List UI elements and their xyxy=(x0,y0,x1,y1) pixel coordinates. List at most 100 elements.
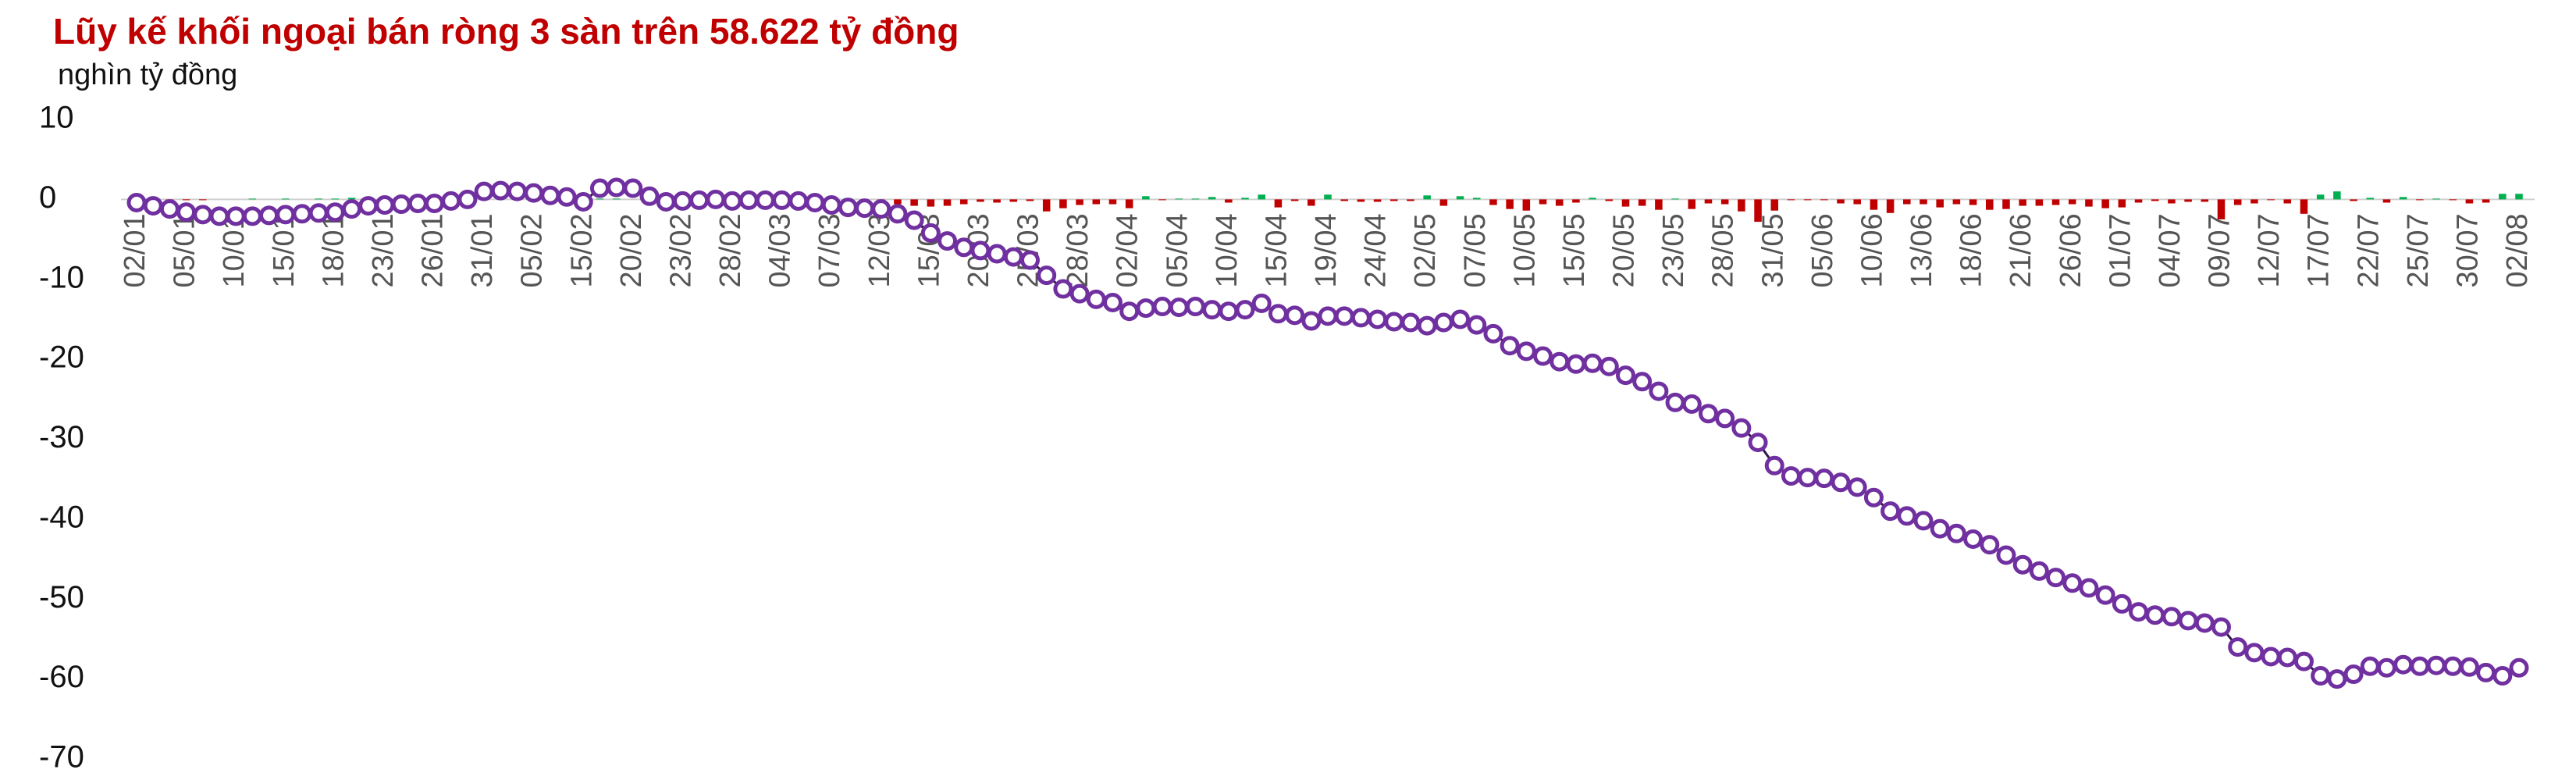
bar xyxy=(2035,199,2044,206)
bar xyxy=(1407,199,1414,201)
bar xyxy=(1208,197,1216,200)
marker xyxy=(1102,292,1123,312)
marker xyxy=(1301,311,1322,331)
marker xyxy=(2393,654,2414,675)
marker xyxy=(573,191,593,212)
marker xyxy=(2112,593,2132,614)
marker xyxy=(1467,315,1487,335)
x-tick-label: 02/05 xyxy=(1409,213,1442,287)
bar xyxy=(2051,199,2060,205)
bar xyxy=(894,199,902,205)
bar xyxy=(2168,199,2176,204)
marker xyxy=(391,194,411,215)
bar xyxy=(2201,199,2209,202)
marker xyxy=(2277,647,2297,668)
x-tick-label: 12/03 xyxy=(863,213,896,287)
marker xyxy=(1748,433,1768,453)
x-tick-label: 28/02 xyxy=(714,213,747,287)
x-tick-label: 28/03 xyxy=(1062,213,1094,287)
marker xyxy=(1550,351,1570,372)
y-tick-label: 10 xyxy=(39,101,74,135)
marker xyxy=(457,189,478,209)
bar xyxy=(1903,199,1911,205)
marker xyxy=(1334,306,1354,326)
x-tick-label: 07/03 xyxy=(813,213,846,287)
marker xyxy=(441,191,461,211)
y-tick-label: -30 xyxy=(39,420,84,454)
marker xyxy=(126,192,147,212)
marker xyxy=(1185,297,1205,317)
bar xyxy=(331,198,340,200)
marker xyxy=(1202,300,1222,320)
bar xyxy=(315,198,322,200)
x-tick-label: 02/01 xyxy=(119,213,151,287)
bar xyxy=(1655,199,1663,210)
marker xyxy=(1350,308,1371,328)
x-tick-label: 15/02 xyxy=(565,213,598,287)
bar xyxy=(2300,199,2308,214)
bar xyxy=(1936,199,1944,208)
x-tick-label: 23/01 xyxy=(367,213,400,287)
bar xyxy=(1142,196,1150,200)
bar xyxy=(347,198,356,200)
marker xyxy=(1897,506,1917,526)
marker xyxy=(1251,293,1272,313)
marker xyxy=(607,177,627,198)
bar xyxy=(910,199,918,206)
marker xyxy=(1500,336,1520,356)
marker xyxy=(1980,535,2000,555)
marker xyxy=(1814,468,1834,489)
marker xyxy=(1731,418,1752,438)
x-tick-label: 22/07 xyxy=(2352,213,2385,287)
y-tick-label: -40 xyxy=(39,500,84,534)
y-tick-label: -10 xyxy=(39,260,84,294)
marker xyxy=(755,190,775,210)
marker xyxy=(1847,477,1867,497)
bar xyxy=(1472,198,1481,200)
bar xyxy=(1241,198,1249,200)
y-tick-label: -50 xyxy=(39,580,84,614)
x-tick-label: 05/01 xyxy=(169,213,201,287)
marker xyxy=(193,205,213,225)
x-tick-label: 04/03 xyxy=(764,213,797,287)
marker xyxy=(1219,301,1239,322)
bar xyxy=(1340,199,1348,201)
bar xyxy=(2432,198,2440,200)
bar xyxy=(1076,199,1083,205)
bar xyxy=(1688,199,1696,209)
marker xyxy=(838,198,858,218)
marker xyxy=(2079,578,2099,598)
bar xyxy=(182,199,190,201)
marker xyxy=(689,190,710,210)
marker xyxy=(1169,297,1189,318)
marker xyxy=(1880,501,1901,522)
x-tick-label: 18/06 xyxy=(1955,213,1988,287)
bar xyxy=(1390,199,1398,201)
marker xyxy=(2145,605,2165,625)
marker xyxy=(772,190,792,210)
bar xyxy=(1108,199,1117,205)
marker xyxy=(2178,611,2198,631)
bar xyxy=(1720,199,1729,205)
marker xyxy=(259,205,279,226)
bar xyxy=(1803,199,1812,201)
bar xyxy=(993,199,1001,203)
marker xyxy=(2244,643,2265,663)
x-tick-label: 05/02 xyxy=(516,213,549,287)
marker xyxy=(2343,664,2364,684)
x-tick-label: 19/04 xyxy=(1310,213,1343,287)
marker xyxy=(176,202,197,223)
marker xyxy=(1946,523,1966,543)
marker xyxy=(1963,529,1984,549)
marker xyxy=(342,199,362,219)
marker xyxy=(656,191,676,212)
marker xyxy=(2376,657,2396,678)
bar xyxy=(959,199,968,205)
marker xyxy=(788,191,809,211)
marker xyxy=(1053,279,1073,299)
bar xyxy=(2134,199,2143,203)
marker xyxy=(821,195,841,216)
marker xyxy=(1781,466,1801,486)
marker xyxy=(1863,487,1884,508)
